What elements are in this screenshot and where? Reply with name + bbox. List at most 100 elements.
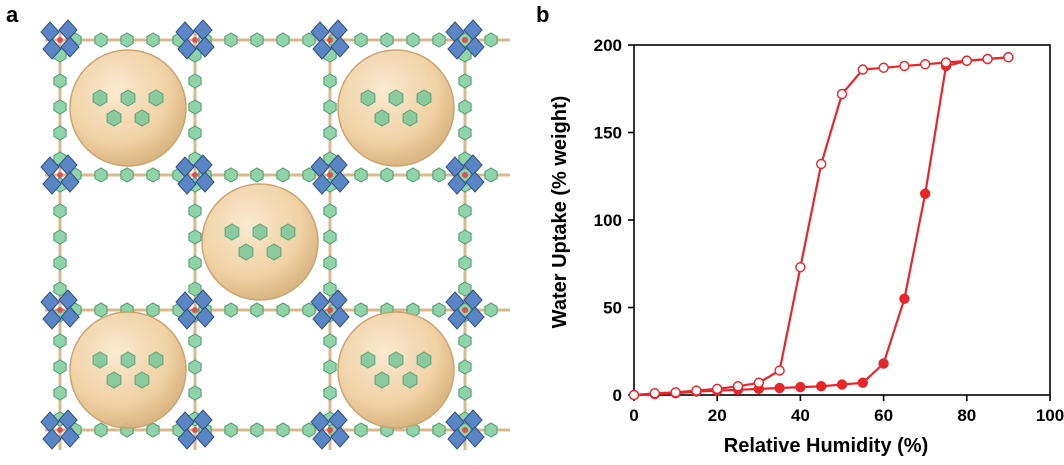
desorption-point [836,88,848,100]
linker-ring [416,351,432,369]
desorption-point [628,389,640,401]
panel-label-a: a [6,2,19,27]
metal-cluster [40,19,80,60]
linker-ring [146,302,160,318]
linker-ring [94,422,108,438]
desorption-point [732,381,744,392]
y-tick-label: 50 [603,299,622,318]
linker-ring [120,167,134,183]
linker-ring [250,422,264,438]
linker-ring [360,89,376,107]
linker-ring [458,203,472,219]
metal-cluster [445,154,485,195]
metal-cluster [445,289,485,330]
desorption-point [920,59,931,70]
linker-ring [92,89,108,107]
crystal-structure-illustration [40,19,510,450]
linker-ring [53,203,67,219]
linker-ring [92,351,108,369]
linker-ring [276,302,290,318]
cage-sphere [69,49,187,167]
water-uptake-chart: 0 20 40 60 80 100 0 50 100 150 200 Relative Humidi… [549,36,1064,457]
y-axis-label: Water Uptake (% weight) [549,96,571,329]
linker-ring [53,385,67,401]
linker-ring [224,302,238,318]
metal-cluster [445,19,485,60]
metal-cluster [310,154,350,195]
linker-ring [250,302,264,318]
linker-ring [134,109,150,127]
linker-ring [388,351,404,369]
linker-ring [406,32,420,48]
x-tick-label: 80 [957,406,976,425]
desorption-point [816,158,827,170]
desorption-point [1003,52,1014,63]
linker-ring [252,223,268,241]
metal-cluster [40,409,80,450]
linker-ring [188,203,202,219]
panel-label-b: b [536,2,550,27]
series-line [633,56,1009,397]
linker-ring [388,89,404,107]
linker-ring [188,359,202,375]
adsorption-point [816,381,827,392]
linker-ring [106,109,122,127]
x-tick-label: 100 [1036,406,1064,425]
linker-ring [354,167,368,183]
linker-ring [402,109,418,127]
linker-ring [323,359,337,375]
linker-ring [432,32,446,48]
metal-cluster [175,289,215,330]
linker-ring [276,167,290,183]
adsorption-point [795,381,806,393]
metal-cluster [445,409,485,450]
linker-ring [146,167,160,183]
linker-ring [458,255,472,271]
desorption-point [961,55,972,66]
metal-cluster [175,154,215,195]
cage-sphere [201,183,319,301]
linker-ring [354,32,368,48]
linker-ring [224,223,240,241]
linker-ring [188,281,202,297]
linker-ring [53,281,67,297]
linker-ring [354,422,368,438]
linker-ring [276,32,290,48]
linker-ring [224,32,238,48]
linker-ring [360,351,376,369]
metal-cluster [40,154,80,195]
linker-ring [458,333,472,349]
linker-ring [484,32,498,48]
desorption-point [878,62,889,73]
linker-ring [380,167,394,183]
linker-ring [53,125,67,141]
linker-ring [380,32,394,48]
linker-ring [224,167,238,183]
linker-ring [146,32,160,48]
linker-ring [323,203,337,219]
linker-ring [250,167,264,183]
adsorption-point [774,382,785,394]
desorption-point [940,57,952,68]
linker-ring [188,333,202,349]
x-axis-label: Relative Humidity (%) [724,435,928,457]
x-tick-label: 0 [629,406,638,425]
linker-ring [148,89,164,107]
linker-ring [458,359,472,375]
desorption-point [982,53,993,65]
linker-ring [94,32,108,48]
metal-cluster [175,19,215,60]
linker-ring [106,371,122,389]
linker-ring [323,99,337,115]
linker-ring [402,371,418,389]
linker-ring [53,73,67,89]
linker-ring [238,243,254,261]
y-tick-label: 100 [594,211,622,230]
metal-cluster [310,409,350,450]
cage-sphere [337,49,455,167]
linker-ring [432,302,446,318]
desorption-point [691,385,702,396]
desorption-point [899,60,910,72]
desorption-point [857,64,868,75]
linker-ring [323,385,337,401]
